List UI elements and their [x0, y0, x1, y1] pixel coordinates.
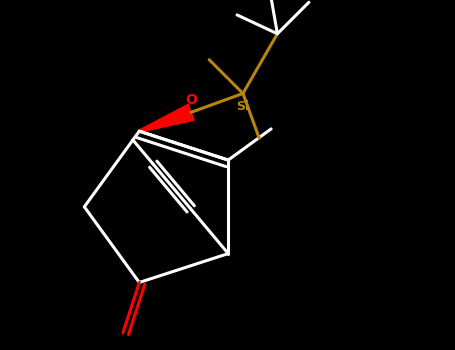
Polygon shape	[139, 104, 194, 132]
Text: Si: Si	[236, 100, 249, 113]
Text: O: O	[185, 93, 197, 107]
